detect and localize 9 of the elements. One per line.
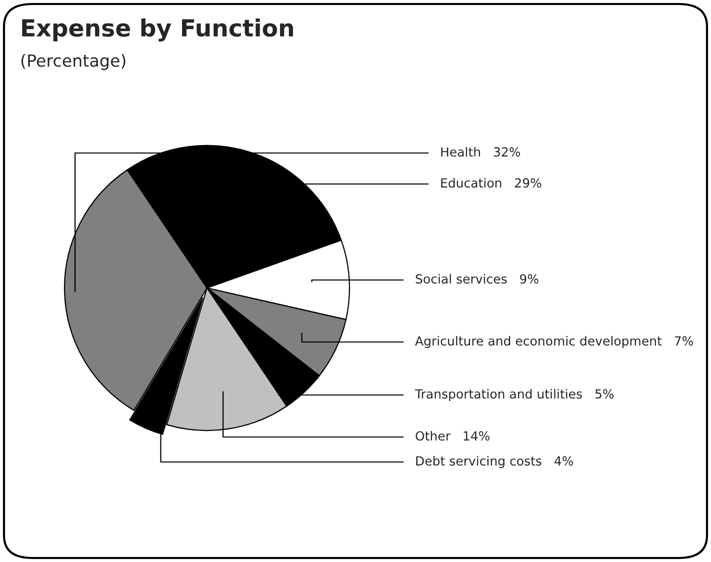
slice-label: Other 14% [416, 430, 490, 441]
chart-subtitle: (Percentage) [21, 54, 126, 70]
slice-label: Debt servicing costs 4% [416, 456, 574, 468]
slice-label: Health 32% [441, 146, 520, 157]
slice-label: Social services 9% [416, 274, 538, 284]
slice-label: Agriculture and economic development 7% [415, 336, 693, 348]
slice-label: Transportation and utilities 5% [414, 388, 614, 402]
slice-label: Education 29% [441, 178, 542, 188]
chart-title: Expense by Function [22, 18, 294, 42]
